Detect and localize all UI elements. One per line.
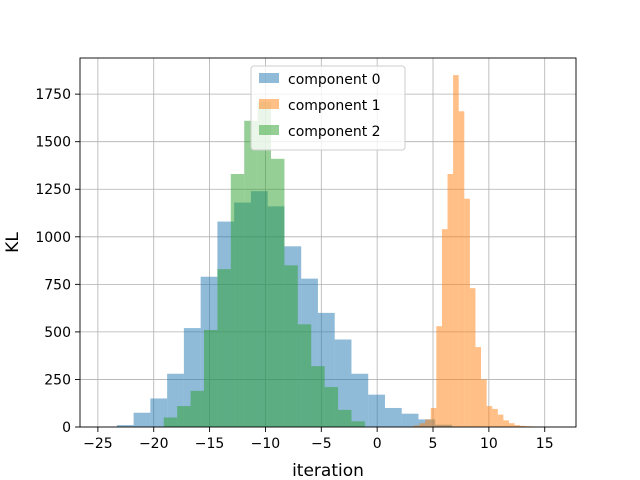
x-tick-label: −5: [311, 436, 332, 452]
y-axis-label: KL: [3, 232, 23, 253]
y-tick-label: 1250: [35, 182, 71, 198]
y-tick-label: 1500: [35, 135, 71, 151]
histogram-bar: [508, 423, 515, 427]
histogram-bar: [116, 425, 134, 427]
histogram-bar: [163, 417, 178, 427]
histogram-bar: [384, 407, 402, 427]
histogram-bar: [351, 421, 365, 427]
histogram-bar: [338, 409, 352, 427]
histogram-bar: [436, 326, 442, 427]
histogram-bar: [430, 407, 437, 427]
legend-label: component 2: [288, 124, 381, 140]
histogram-bar: [177, 406, 191, 427]
histogram-bar: [257, 101, 272, 427]
histogram-bar: [150, 398, 168, 427]
y-tick-label: 250: [44, 372, 71, 388]
legend-swatch: [259, 99, 279, 109]
x-tick-label: −20: [139, 436, 169, 452]
histogram-bar: [458, 111, 465, 428]
y-tick-label: 750: [44, 277, 71, 293]
histogram-bar: [284, 265, 298, 427]
y-tick-label: 500: [44, 325, 71, 341]
legend-frame: [250, 65, 406, 151]
histogram-bar: [133, 412, 151, 427]
y-tick-label: 1750: [35, 87, 71, 103]
plot-frame: [79, 57, 577, 428]
series-1: [408, 75, 560, 428]
x-axis-label: iteration: [292, 461, 364, 480]
histogram-bar: [230, 174, 245, 427]
legend: component 0 component 1 component 2: [250, 65, 406, 151]
histogram-bar: [464, 198, 470, 427]
histogram-bar: [190, 390, 204, 427]
histogram-bar: [425, 419, 431, 427]
histogram-bar: [503, 420, 509, 427]
histogram-bar: [368, 394, 385, 427]
legend-swatch: [259, 73, 279, 83]
histogram-bar: [414, 425, 420, 427]
histogram-bar: [244, 120, 258, 428]
histogram-series: [116, 75, 560, 428]
y-axis: 0 250 500 750 1000 1250 1500 1750: [35, 87, 80, 436]
legend-label: component 1: [288, 98, 381, 114]
histogram-bar: [514, 425, 521, 427]
x-axis: −25 −20 −15 −10 −5 0 5 10 15: [83, 427, 554, 452]
x-tick-label: 0: [373, 436, 382, 452]
x-tick-label: −10: [251, 436, 281, 452]
histogram-bar: [497, 414, 504, 427]
histogram-bar: [447, 174, 454, 427]
histogram-bar: [441, 229, 448, 427]
histogram-bar: [334, 339, 352, 427]
histogram-bar: [492, 408, 498, 427]
x-tick-label: −15: [195, 436, 225, 452]
histogram-bar: [311, 366, 325, 427]
histogram-bar: [486, 406, 493, 427]
histogram-bar: [520, 425, 526, 427]
histogram-bar: [481, 379, 487, 427]
y-tick-label: 1000: [35, 230, 71, 246]
histogram-bar: [475, 347, 482, 427]
histogram-bar: [297, 324, 312, 427]
histogram-bar: [271, 158, 285, 428]
histogram-bar: [204, 329, 218, 427]
x-tick-label: 5: [429, 436, 438, 452]
histogram-bar: [351, 373, 369, 427]
histogram-bar: [453, 75, 459, 427]
legend-label: component 0: [288, 72, 381, 88]
x-tick-label: −25: [83, 436, 113, 452]
y-tick-label: 0: [62, 420, 71, 436]
histogram-bar: [469, 288, 476, 427]
x-tick-label: 15: [536, 436, 554, 452]
histogram-bar: [401, 413, 419, 427]
series-2: [163, 101, 365, 428]
histogram-bar: [324, 387, 339, 427]
legend-swatch: [259, 125, 279, 135]
histogram-bar: [217, 269, 231, 427]
histogram-bar: [419, 423, 426, 427]
x-tick-label: 10: [480, 436, 498, 452]
